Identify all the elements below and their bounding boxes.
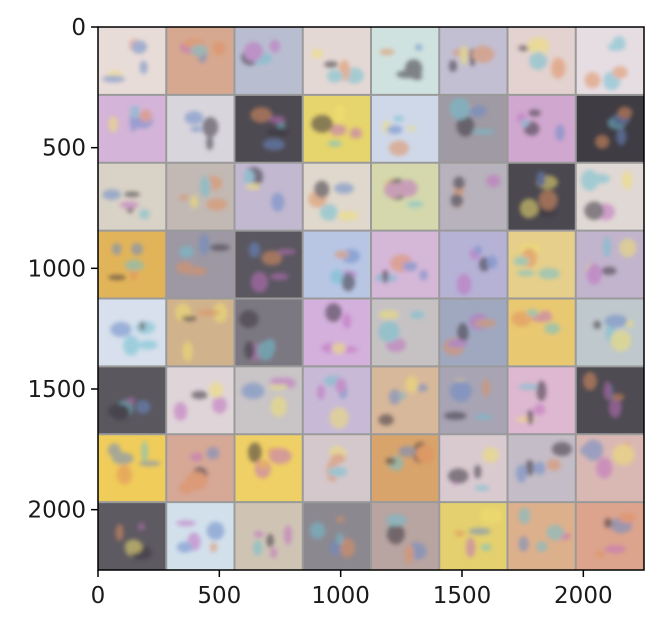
image-tile [166,94,235,163]
image-tile [575,162,644,231]
image-tile [371,502,440,570]
image-tile [98,434,167,503]
image-tile [371,27,440,95]
image-tile [98,230,167,299]
image-tile [575,94,644,163]
image-tile [98,366,167,435]
image-tile [507,366,576,435]
image-tile [166,298,235,367]
image-tile [98,94,167,163]
image-tile [439,27,508,95]
y-tick-label: 1000 [27,256,86,282]
y-tick-label: 2000 [27,498,86,524]
image-tile [575,502,644,570]
image-tile [371,298,440,367]
image-tile [234,366,303,435]
image-tile [439,162,508,231]
x-tick-label: 1000 [311,583,370,609]
image-tile [575,27,644,95]
image-tile [507,27,576,95]
image-tile [166,230,235,299]
image-tile [234,162,303,231]
image-tile [507,94,576,163]
x-tick-label: 0 [91,583,106,609]
image-tile [234,298,303,367]
image-tile [371,434,440,503]
image-tile [302,366,371,435]
image-tile [98,502,167,570]
image-tile [507,230,576,299]
image-tile [439,298,508,367]
y-tick-label: 500 [42,136,86,162]
image-tile [166,434,235,503]
image-tile [371,94,440,163]
x-tick-label: 1500 [433,583,492,609]
image-tile [575,434,644,503]
image-tile [166,366,235,435]
image-tile [575,230,644,299]
image-tile [439,434,508,503]
image-tile [371,230,440,299]
image-tile [302,27,371,95]
image-tile [507,162,576,231]
image-tile [371,366,440,435]
image-tile [302,94,371,163]
image-tile-grid [98,27,644,570]
image-tile [234,502,303,570]
image-tile [507,298,576,367]
image-tile [439,502,508,570]
x-tick-label: 2000 [554,583,613,609]
image-tile [234,230,303,299]
image-tile [575,366,644,435]
image-tile [302,434,371,503]
image-tile [439,230,508,299]
image-tile [507,434,576,503]
image-tile [371,162,440,231]
image-tile [302,230,371,299]
x-tick-label: 500 [197,583,241,609]
y-axis: 0 500 1000 1500 2000 [27,15,98,524]
image-tile [98,298,167,367]
plot-frame [97,26,645,571]
image-tile [234,94,303,163]
image-tile [302,162,371,231]
image-tile [98,162,167,231]
image-tile [439,94,508,163]
y-tick-label: 0 [71,15,86,41]
image-tile [507,502,576,570]
image-tile [302,298,371,367]
y-tick-label: 1500 [27,377,86,403]
image-tile [439,366,508,435]
image-tile [98,27,167,95]
x-axis: 0 500 1000 1500 2000 [91,570,613,609]
image-tile [302,502,371,570]
image-tile [166,27,235,95]
image-tile [234,27,303,95]
image-tile [166,162,235,231]
image-tile [234,434,303,503]
image-tile [166,502,235,570]
image-tile [575,298,644,367]
tile-separators [98,27,644,570]
